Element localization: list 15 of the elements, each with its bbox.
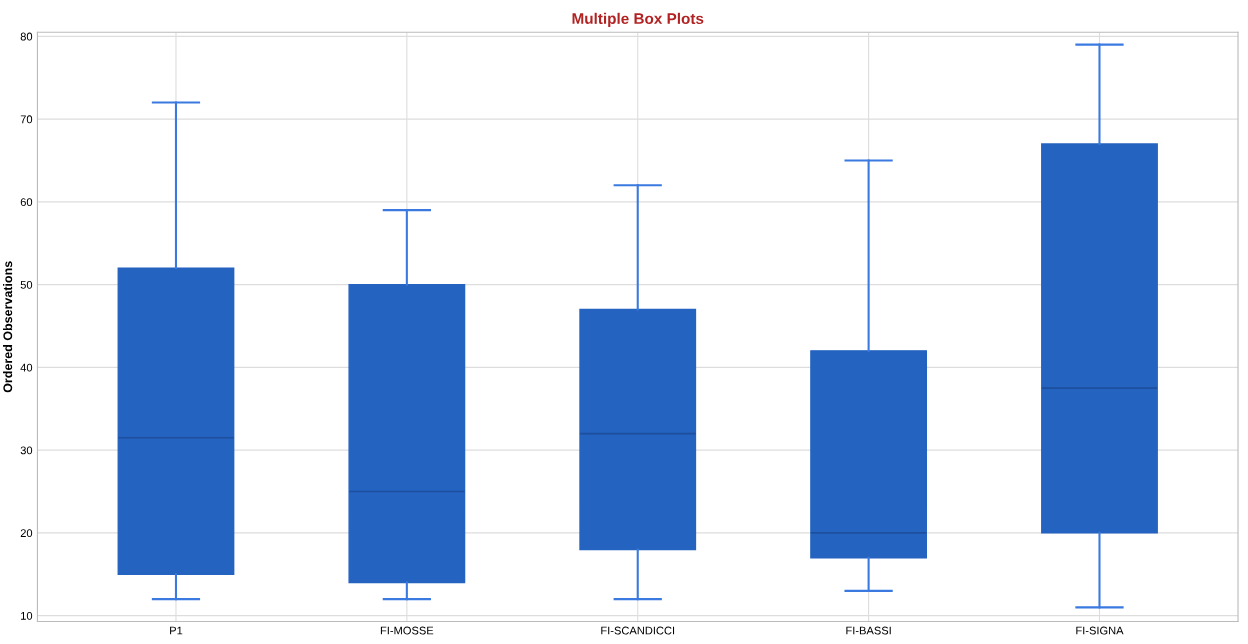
y-tick-label: 70 xyxy=(20,115,33,124)
y-tick-label: 10 xyxy=(21,611,33,620)
x-tick-label: FI-MOSSE xyxy=(380,626,434,635)
y-tick-label: 30 xyxy=(20,446,33,455)
x-tick-label: FI-SCANDICCI xyxy=(601,626,675,635)
x-tick-label: P1 xyxy=(170,626,183,635)
y-axis-title: Ordered Observations xyxy=(3,261,13,393)
y-tick-label: 60 xyxy=(20,198,33,206)
y-tick-label: 80 xyxy=(20,32,33,41)
y-tick-label: 20 xyxy=(20,529,33,538)
x-tick-label: FI-SIGNA xyxy=(1076,626,1124,635)
chart-title: Multiple Box Plots xyxy=(572,12,704,28)
x-tick-label: FI-BASSI xyxy=(846,626,891,635)
y-tick-label: 50 xyxy=(20,280,33,289)
y-tick-label: 40 xyxy=(20,363,33,372)
